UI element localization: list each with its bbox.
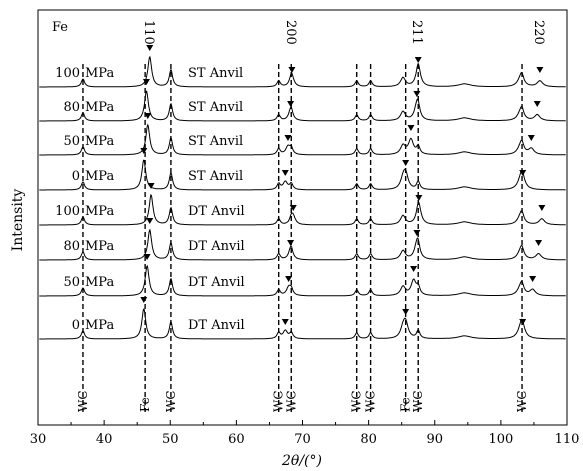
reference-label: WC xyxy=(164,390,178,412)
peak-marker xyxy=(288,67,296,73)
peak-marker xyxy=(519,170,527,176)
x-axis-label: 2θ/(°) xyxy=(281,453,322,469)
y-axis-label: Intensity xyxy=(10,189,26,252)
peak-marker xyxy=(281,319,289,325)
peak-marker xyxy=(533,101,541,107)
reference-label: WC xyxy=(364,390,378,412)
diffraction-trace xyxy=(39,228,566,261)
pressure-value: 0 xyxy=(72,169,80,184)
peak-marker xyxy=(142,79,150,85)
pressure-value: 0 xyxy=(72,318,80,333)
x-tick-label: 110 xyxy=(555,432,580,447)
peak-hkl-label: 110 xyxy=(141,20,156,45)
peak-marker xyxy=(529,276,537,282)
reference-label: WC xyxy=(284,390,298,412)
peak-marker xyxy=(147,183,155,189)
x-tick-label: 90 xyxy=(426,432,443,447)
peak-marker xyxy=(527,135,535,141)
anvil-type: ST Anvil xyxy=(188,134,243,149)
x-tick-label: 100 xyxy=(488,432,513,447)
x-tick-label: 50 xyxy=(162,432,179,447)
peak-marker xyxy=(538,205,546,211)
reference-label: Fe xyxy=(399,397,413,412)
diffraction-trace xyxy=(39,308,566,340)
peak-markers xyxy=(140,45,546,325)
diffraction-trace xyxy=(39,264,566,297)
peak-marker xyxy=(535,240,543,246)
diffraction-trace xyxy=(39,90,566,122)
pressure-unit: MPa xyxy=(85,275,114,290)
peak-hkl-label: 211 xyxy=(409,20,424,45)
x-tick-label: 80 xyxy=(360,432,377,447)
reference-label: WC xyxy=(272,390,286,412)
pressure-unit: MPa xyxy=(85,204,114,219)
peak-hkl-label: 200 xyxy=(283,20,298,45)
diffraction-trace xyxy=(39,193,566,226)
anvil-type: DT Anvil xyxy=(188,318,245,333)
anvil-type: DT Anvil xyxy=(188,204,245,219)
anvil-type: ST Anvil xyxy=(188,100,243,115)
peak-hkl-label: 220 xyxy=(531,20,546,45)
x-tick-label: 30 xyxy=(30,432,47,447)
peak-marker xyxy=(284,135,292,141)
anvil-type: DT Anvil xyxy=(188,275,245,290)
x-axis: 30 40 50 60 70 80 90 100 110 xyxy=(30,420,580,447)
pressure-unit: MPa xyxy=(85,100,114,115)
peak-marker xyxy=(140,297,148,303)
pressure-value: 80 xyxy=(63,100,80,115)
x-tick-label: 40 xyxy=(96,432,113,447)
anvil-type: ST Anvil xyxy=(188,66,243,81)
pressure-value: 80 xyxy=(63,239,80,254)
x-tick-label: 60 xyxy=(228,432,245,447)
peak-marker xyxy=(410,266,418,272)
plot-frame xyxy=(37,9,568,426)
peak-marker xyxy=(281,170,289,176)
pressure-unit: MPa xyxy=(85,318,114,333)
peak-marker xyxy=(402,160,410,166)
anvil-type: ST Anvil xyxy=(188,169,243,184)
peak-marker xyxy=(140,148,148,154)
peak-marker xyxy=(146,218,154,224)
peak-marker xyxy=(536,67,544,73)
diffraction-traces xyxy=(39,55,566,340)
peak-marker xyxy=(402,309,410,315)
peak-marker xyxy=(413,91,421,97)
peak-marker xyxy=(146,45,154,51)
diffraction-trace xyxy=(39,123,566,156)
peak-marker xyxy=(413,230,421,236)
x-tick-label: 70 xyxy=(294,432,311,447)
pressure-unit: MPa xyxy=(85,169,114,184)
pressure-unit: MPa xyxy=(85,239,114,254)
pressure-value: 50 xyxy=(63,275,80,290)
reference-label: Fe xyxy=(138,397,152,412)
peak-marker xyxy=(289,205,297,211)
peak-marker xyxy=(144,113,152,119)
peak-marker xyxy=(287,240,295,246)
anvil-type: DT Anvil xyxy=(188,239,245,254)
peak-labels: 110 200 211 220 xyxy=(141,20,546,45)
pressure-value: 50 xyxy=(63,134,80,149)
reference-lines xyxy=(82,64,523,412)
reference-label: WC xyxy=(411,390,425,412)
peak-marker xyxy=(407,125,415,131)
peak-marker xyxy=(415,195,423,201)
peak-marker xyxy=(143,254,151,260)
diffraction-trace xyxy=(39,55,566,88)
peak-marker xyxy=(414,57,422,63)
reference-label: WC xyxy=(350,390,364,412)
peak-marker xyxy=(519,319,527,325)
reference-label: WC xyxy=(515,390,529,412)
reference-label: WC xyxy=(76,390,90,412)
peak-marker xyxy=(287,101,295,107)
corner-label: Fe xyxy=(52,20,68,35)
pressure-value: 100 xyxy=(55,66,80,81)
pressure-unit: MPa xyxy=(85,66,114,81)
peak-marker xyxy=(285,276,293,282)
pressure-value: 100 xyxy=(55,204,80,219)
diffraction-trace xyxy=(39,159,566,191)
pressure-unit: MPa xyxy=(85,134,114,149)
row-labels: 100 MPa ST Anvil 80 MPa ST Anvil 50 MPa ST Anvil… xyxy=(55,66,244,333)
